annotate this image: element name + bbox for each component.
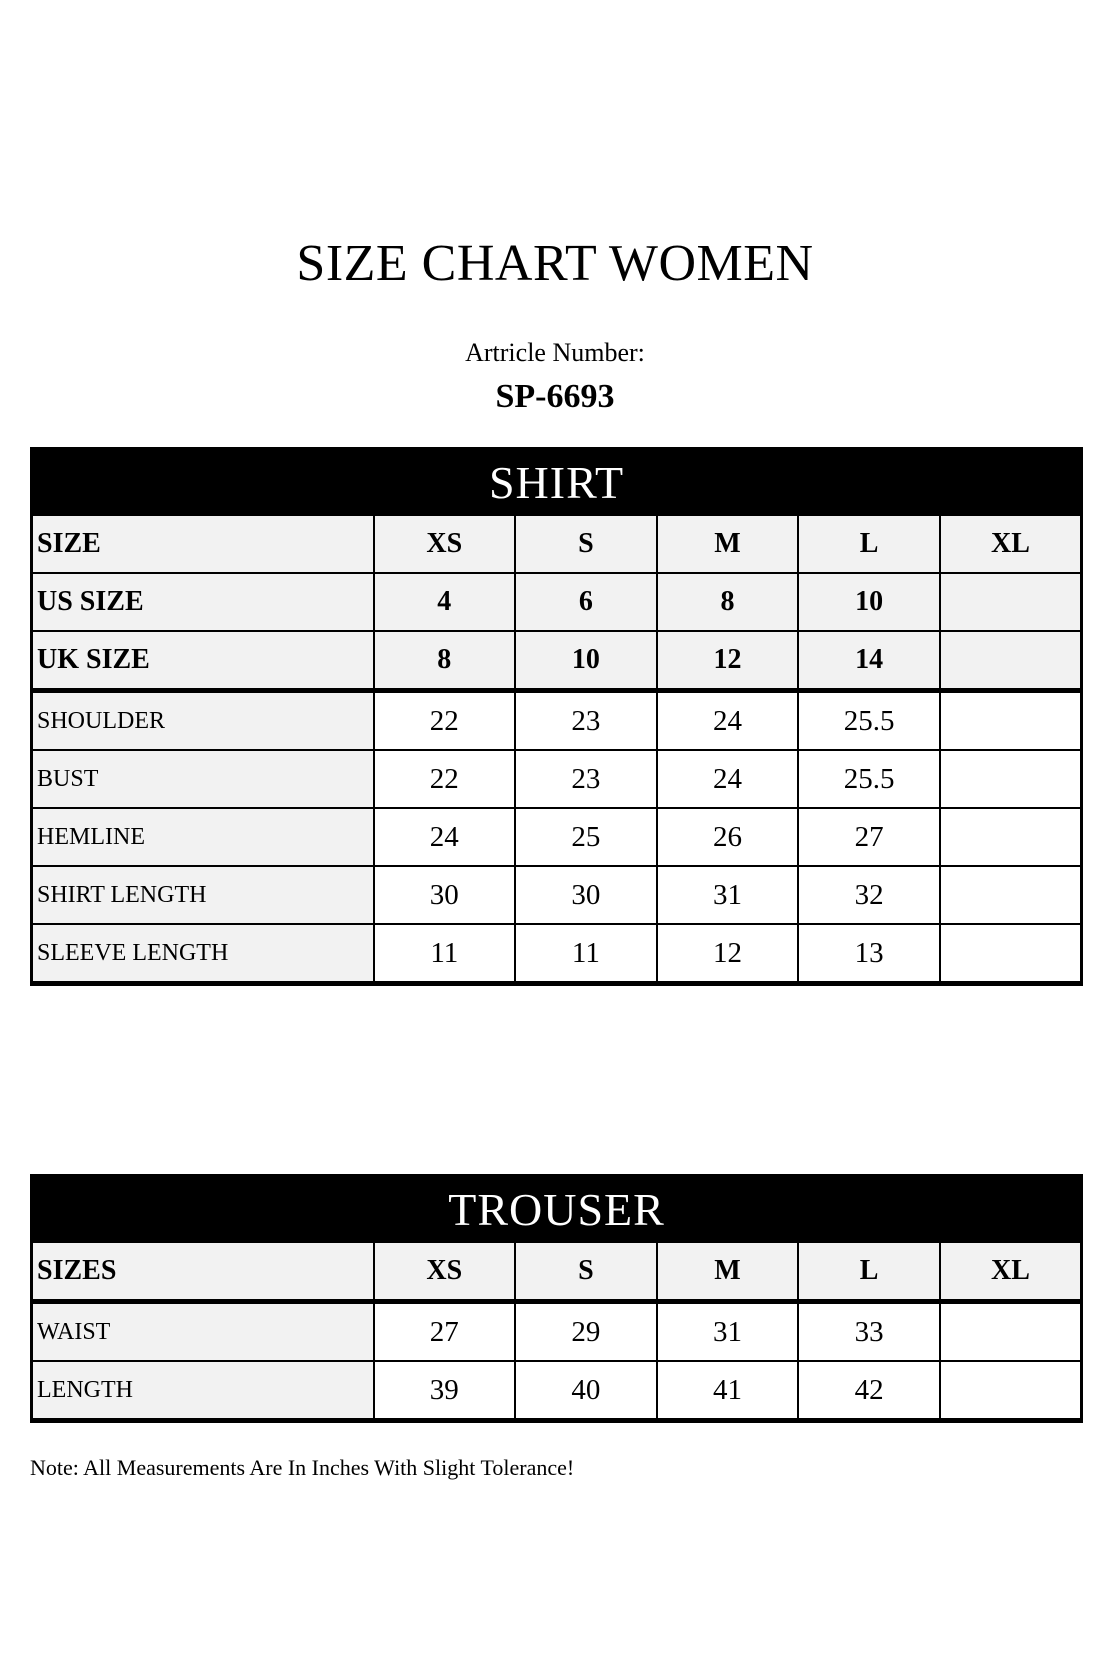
shirt-table-body: SIZE XS S M L XL US SIZE 4 6 8 10 UK SIZE 8 10 12 14 SHO…: [30, 514, 1083, 985]
row-value: 23: [514, 688, 658, 751]
measurement-note: Note: All Measurements Are In Inches Wit…: [30, 1455, 575, 1480]
row-value: 39: [372, 1360, 517, 1422]
row-value: L: [797, 514, 941, 574]
row-value: 10: [514, 630, 658, 692]
trouser-size-table: TROUSER SIZES XS S M L XL WAIST 27 29 31 33 LENGTH 3…: [30, 1174, 1084, 1423]
row-value: 27: [372, 1299, 517, 1362]
row-value: 25: [514, 807, 658, 867]
row-value: 8: [372, 630, 517, 692]
row-value: 23: [514, 749, 658, 809]
row-value: 41: [655, 1360, 800, 1422]
row-value: 11: [514, 923, 658, 985]
row-value: 25.5: [797, 749, 941, 809]
row-label: BUST: [30, 749, 375, 809]
table-row: LENGTH 39 40 41 42: [30, 1360, 1083, 1422]
row-value: S: [514, 514, 658, 574]
row-value: L: [797, 1241, 941, 1303]
table-row: US SIZE 4 6 8 10: [30, 572, 1083, 632]
row-label: SLEEVE LENGTH: [30, 923, 375, 985]
row-label: WAIST: [30, 1299, 375, 1362]
row-value: M: [655, 1241, 800, 1303]
row-label: SIZE: [30, 514, 375, 574]
row-value: 27: [797, 807, 941, 867]
row-value: [938, 1360, 1083, 1422]
trouser-table-banner: TROUSER: [31, 1175, 1082, 1242]
row-label: SHOULDER: [30, 688, 375, 751]
row-value: 12: [655, 630, 800, 692]
row-value: 31: [655, 1299, 800, 1362]
table-row: WAIST 27 29 31 33: [30, 1299, 1083, 1362]
row-value: S: [514, 1241, 658, 1303]
row-value: 22: [372, 688, 517, 751]
row-value: 26: [655, 807, 800, 867]
table-row: BUST 22 23 24 25.5: [30, 749, 1083, 809]
row-value: 8: [655, 572, 800, 632]
row-value: 4: [372, 572, 517, 632]
row-value: 14: [797, 630, 941, 692]
table-row: SHIRT LENGTH 30 30 31 32: [30, 865, 1083, 925]
table-row: HEMLINE 24 25 26 27: [30, 807, 1083, 867]
page-title: SIZE CHART WOMEN: [296, 235, 814, 292]
row-value: M: [655, 514, 800, 574]
row-value: 24: [655, 688, 800, 751]
row-value: 30: [372, 865, 517, 925]
row-value: [938, 923, 1083, 985]
row-value: XL: [938, 514, 1083, 574]
row-value: 31: [655, 865, 800, 925]
row-value: 42: [797, 1360, 941, 1422]
row-value: [938, 688, 1083, 751]
trouser-table-body: SIZES XS S M L XL WAIST 27 29 31 33 LENGTH 39 40 41 42: [30, 1241, 1083, 1422]
row-value: 24: [655, 749, 800, 809]
row-value: 30: [514, 865, 658, 925]
row-label: UK SIZE: [30, 630, 375, 692]
row-value: [938, 572, 1083, 632]
article-number-value: SP-6693: [495, 378, 615, 415]
shirt-table-banner: SHIRT: [31, 448, 1082, 515]
row-value: XS: [372, 514, 517, 574]
row-value: [938, 807, 1083, 867]
row-label: SHIRT LENGTH: [30, 865, 375, 925]
row-value: XS: [372, 1241, 517, 1303]
table-row: SIZES XS S M L XL: [30, 1241, 1083, 1303]
row-value: [938, 630, 1083, 692]
row-value: 32: [797, 865, 941, 925]
table-row: SIZE XS S M L XL: [30, 514, 1083, 574]
row-value: 29: [514, 1299, 658, 1362]
row-label: SIZES: [30, 1241, 375, 1303]
table-row: SHOULDER 22 23 24 25.5: [30, 688, 1083, 751]
row-value: 13: [797, 923, 941, 985]
row-label: LENGTH: [30, 1360, 375, 1422]
trouser-banner-row: TROUSER: [31, 1175, 1082, 1242]
shirt-banner-row: SHIRT: [31, 448, 1082, 515]
shirt-size-table: SHIRT SIZE XS S M L XL US SIZE 4 6 8 10 UK SIZE 8 10 1…: [30, 447, 1084, 986]
row-value: 25.5: [797, 688, 941, 751]
row-value: 10: [797, 572, 941, 632]
row-value: [938, 865, 1083, 925]
row-value: 6: [514, 572, 658, 632]
row-value: [938, 749, 1083, 809]
table-row: UK SIZE 8 10 12 14: [30, 630, 1083, 692]
row-value: 24: [372, 807, 517, 867]
row-value: 12: [655, 923, 800, 985]
row-value: 22: [372, 749, 517, 809]
row-value: 40: [514, 1360, 658, 1422]
row-value: 11: [372, 923, 517, 985]
row-label: HEMLINE: [30, 807, 375, 867]
article-number-label: Artricle Number:: [465, 338, 645, 367]
row-value: XL: [938, 1241, 1083, 1303]
row-label: US SIZE: [30, 572, 375, 632]
table-row: SLEEVE LENGTH 11 11 12 13: [30, 923, 1083, 985]
row-value: [938, 1299, 1083, 1362]
row-value: 33: [797, 1299, 941, 1362]
